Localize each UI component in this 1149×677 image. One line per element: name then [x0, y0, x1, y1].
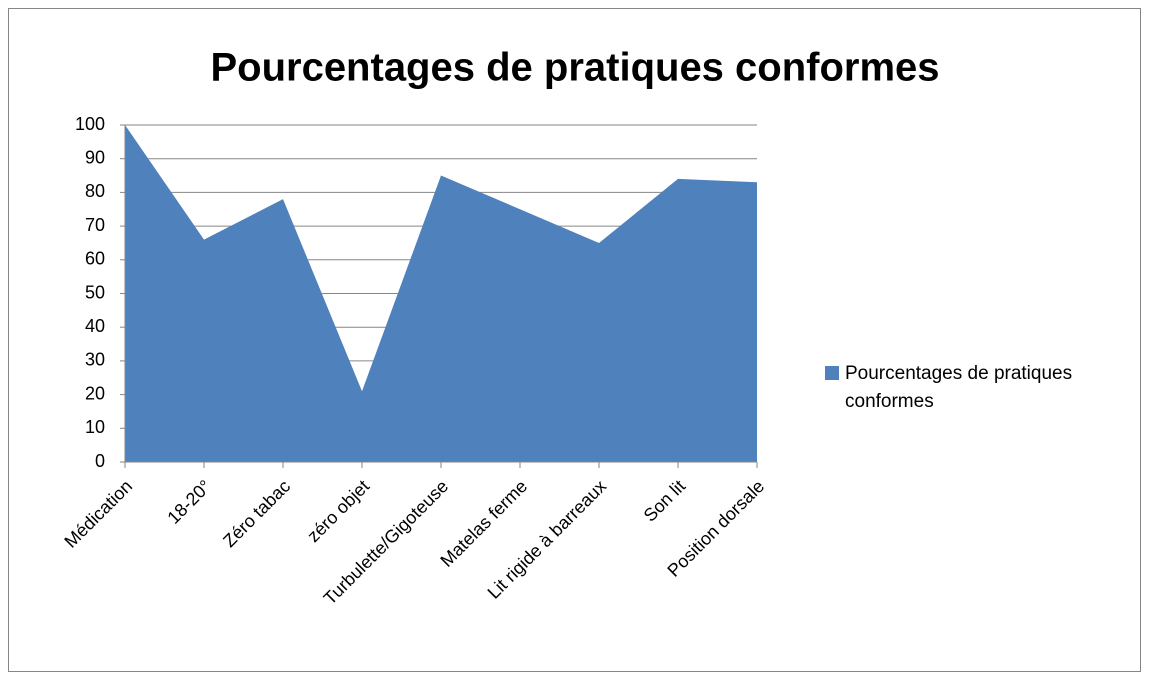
y-tick-label: 30: [85, 350, 105, 370]
y-tick-label: 70: [85, 215, 105, 235]
area: [125, 125, 757, 462]
y-tick-label: 90: [85, 147, 105, 167]
legend-label: Pourcentages de pratiques conformes: [845, 363, 1073, 412]
y-tick-label: 10: [85, 417, 105, 437]
y-tick-label: 0: [95, 451, 105, 471]
legend-swatch: [825, 366, 839, 380]
y-tick-label: 20: [85, 383, 105, 403]
chart-title: Pourcentages de pratiques conformes: [210, 46, 939, 90]
y-tick-label: 50: [85, 282, 105, 302]
y-tick-label: 60: [85, 249, 105, 269]
y-tick-label: 80: [85, 181, 105, 201]
y-tick-label: 100: [75, 114, 105, 134]
y-tick-label: 40: [85, 316, 105, 336]
